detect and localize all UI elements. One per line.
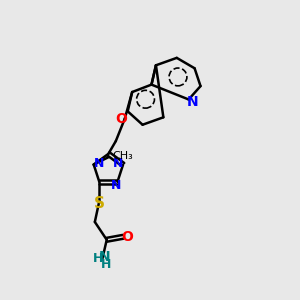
Text: H: H [93, 252, 103, 265]
Text: N: N [186, 95, 198, 110]
Text: N: N [112, 157, 123, 169]
Text: S: S [94, 196, 105, 211]
Text: N: N [94, 157, 104, 169]
Text: O: O [115, 112, 127, 126]
Text: H: H [101, 258, 111, 271]
Text: N: N [99, 250, 110, 264]
Text: N: N [111, 179, 121, 192]
Text: CH₃: CH₃ [112, 151, 133, 161]
Text: O: O [122, 230, 134, 244]
